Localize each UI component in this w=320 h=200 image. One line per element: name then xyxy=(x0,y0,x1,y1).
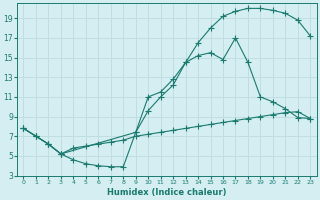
X-axis label: Humidex (Indice chaleur): Humidex (Indice chaleur) xyxy=(107,188,227,197)
